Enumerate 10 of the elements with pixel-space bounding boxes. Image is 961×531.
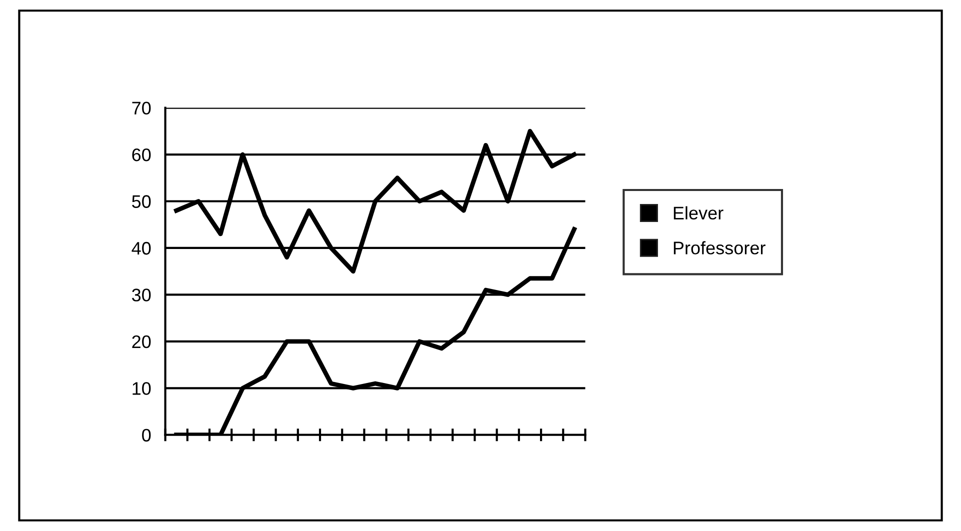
y-tick-label: 0	[142, 428, 151, 442]
legend-label: Professorer	[674, 241, 766, 254]
legend-label: Elever	[674, 206, 724, 220]
y-tick-label: 60	[132, 148, 151, 162]
y-tick-label: 70	[132, 102, 151, 115]
y-tick-label: 40	[132, 242, 151, 255]
y-tick-label: 50	[132, 195, 151, 208]
y-tick-label: 30	[132, 288, 151, 302]
y-tick-label: 10	[132, 382, 151, 395]
y-tick-label: 20	[132, 335, 151, 348]
